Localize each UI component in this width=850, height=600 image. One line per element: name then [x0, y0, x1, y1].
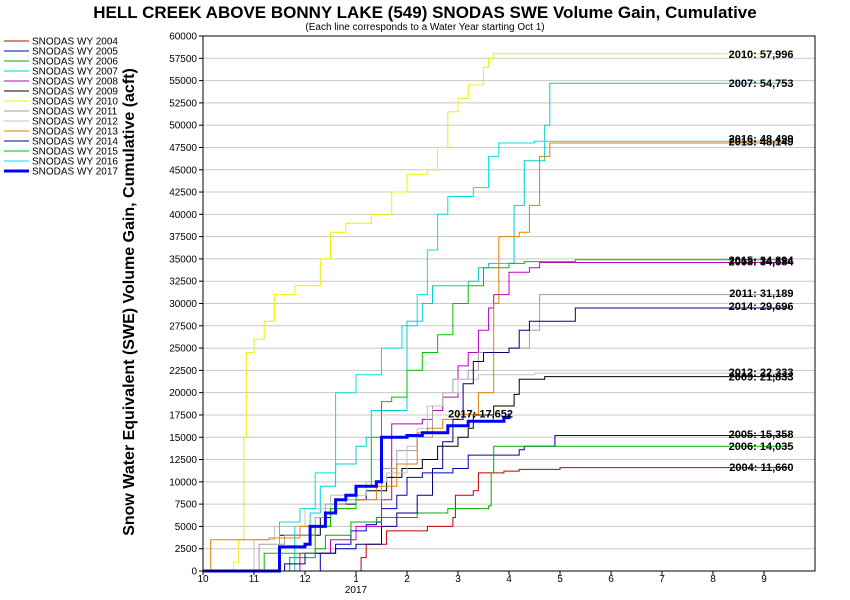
y-tick-label: 35000 — [169, 254, 197, 265]
series-line-snodas-wy-2017 — [203, 413, 511, 573]
series-line-snodas-wy-2011 — [203, 292, 790, 572]
series-end-label: 2015: 34,894 — [729, 255, 795, 267]
series-end-label: 2008: 34,684 — [729, 257, 795, 269]
chart-subtitle: (Each line corresponds to a Water Year s… — [305, 22, 544, 33]
y-tick-label: 47500 — [169, 143, 197, 154]
legend-entry: SNODAS WY 2016 — [32, 157, 118, 168]
legend-entry: SNODAS WY 2008 — [32, 77, 118, 88]
x-tick-label: 7 — [659, 574, 665, 585]
series-line-snodas-wy-2016 — [203, 138, 790, 572]
x-tick-label: 9 — [761, 574, 767, 585]
series-line-snodas-wy-2006 — [203, 445, 790, 572]
y-tick-label: 10000 — [169, 477, 197, 488]
legend-entry: SNODAS WY 2009 — [32, 87, 118, 98]
series-line-snodas-wy-2007 — [203, 82, 790, 572]
x-tick-label: 3 — [455, 574, 461, 585]
y-tick-label: 60000 — [169, 32, 197, 43]
series-end-label: 2004: 11,660 — [729, 462, 793, 474]
x-tick-label: 5 — [557, 574, 563, 585]
y-tick-label: 27500 — [169, 321, 197, 332]
series-end-label: 2013: 48,149 — [729, 137, 794, 149]
legend-entry: SNODAS WY 2012 — [32, 117, 118, 128]
series-end-label: 2012: 22,333 — [729, 367, 794, 379]
y-tick-label: 20000 — [169, 388, 197, 399]
y-tick-label: 12500 — [169, 455, 197, 466]
series-lines — [203, 53, 790, 573]
series-line-snodas-wy-2009 — [203, 376, 790, 572]
series-end-label: 2011: 31,189 — [729, 288, 793, 300]
legend-entry: SNODAS WY 2004 — [32, 37, 118, 48]
legend-entry: SNODAS WY 2013 — [32, 127, 118, 138]
x-tick-label: 10 — [197, 574, 209, 585]
series-end-label: 2006: 14,035 — [729, 441, 794, 453]
series-line-snodas-wy-2012 — [203, 371, 790, 572]
y-tick-label: 45000 — [169, 165, 197, 176]
y-tick-label: 5000 — [175, 522, 198, 533]
y-tick-label: 32500 — [169, 277, 197, 288]
grid — [203, 35, 815, 572]
series-end-label: 2010: 57,996 — [729, 49, 794, 61]
legend-entry: SNODAS WY 2006 — [32, 57, 118, 68]
y-tick-label: 37500 — [169, 232, 197, 243]
series-line-snodas-wy-2014 — [203, 306, 790, 572]
series-line-snodas-wy-2004 — [203, 467, 790, 572]
y-tick-label: 25000 — [169, 344, 197, 355]
series-line-snodas-wy-2015 — [203, 259, 790, 572]
chart-title: HELL CREEK ABOVE BONNY LAKE (549) SNODAS… — [93, 3, 756, 22]
y-tick-label: 50000 — [169, 121, 197, 132]
x-tick-label: 2 — [404, 574, 410, 585]
series-end-label: 2014: 29,696 — [729, 301, 794, 313]
legend-entry: SNODAS WY 2017 — [32, 167, 118, 178]
series-end-label: 2016: 48,499 — [729, 134, 794, 146]
y-tick-label: 52500 — [169, 98, 197, 109]
y-tick-label: 40000 — [169, 210, 197, 221]
y-tick-label: 30000 — [169, 299, 197, 310]
y-tick-label: 7500 — [175, 500, 198, 511]
x-tick-label: 4 — [506, 574, 512, 585]
y-tick-label: 0 — [191, 567, 197, 578]
x-tick-label: 1 — [353, 574, 359, 585]
x-tick-label: 11 — [249, 574, 260, 585]
series-line-snodas-wy-2010 — [203, 53, 790, 572]
y-tick-label: 17500 — [169, 410, 197, 421]
series-line-snodas-wy-2005 — [203, 434, 790, 572]
series-end-label: 2017: 17,652 — [448, 409, 513, 421]
series-end-label: 2005: 15,358 — [729, 429, 794, 441]
y-axis-label: Snow Water Equivalent (SWE) Volume Gain,… — [121, 68, 138, 536]
x-tick-label: 6 — [608, 574, 614, 585]
x-tick-label: 12 — [299, 574, 311, 585]
x-tick-label: 8 — [710, 574, 716, 585]
legend-entry: SNODAS WY 2007 — [32, 67, 118, 78]
legend-entry: SNODAS WY 2014 — [32, 137, 118, 148]
y-tick-label: 22500 — [169, 366, 197, 377]
y-tick-label: 57500 — [169, 54, 197, 65]
x-year-label: 2017 — [345, 585, 368, 596]
y-tick-label: 55000 — [169, 76, 197, 87]
series-end-label: 2009: 21,833 — [729, 371, 794, 383]
series-end-label: 2007: 54,753 — [729, 78, 794, 90]
legend-entry: SNODAS WY 2011 — [32, 107, 118, 118]
legend-entry: SNODAS WY 2005 — [32, 47, 118, 58]
series-line-snodas-wy-2008 — [203, 261, 790, 572]
legend-entry: SNODAS WY 2010 — [32, 97, 118, 108]
series-line-snodas-wy-2013 — [203, 141, 790, 572]
y-tick-label: 42500 — [169, 188, 197, 199]
y-tick-label: 2500 — [175, 544, 198, 555]
y-tick-label: 15000 — [169, 433, 197, 444]
axis-ticks: 0250050007500100001250015000175002000022… — [169, 32, 767, 597]
legend-entry: SNODAS WY 2015 — [32, 147, 118, 158]
